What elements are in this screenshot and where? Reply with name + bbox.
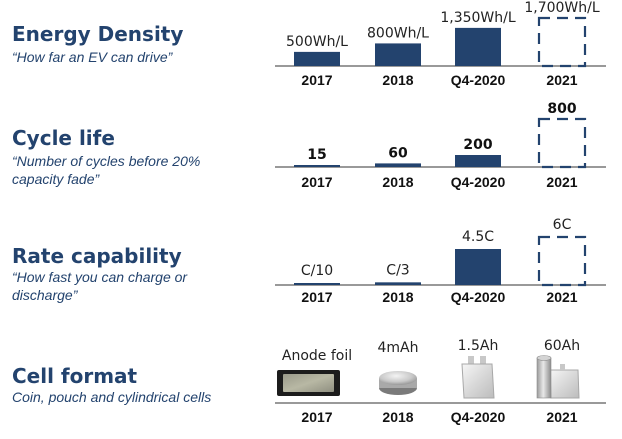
cell-format-label: Anode foil [282,348,352,364]
bar [375,282,421,285]
panel-subtitle-energy-density: “How far an EV can drive” [12,49,173,65]
target-bar [537,235,587,287]
data-label: 800Wh/L [367,25,429,41]
data-label: 4.5C [462,229,494,245]
tick-label: 2018 [382,409,413,425]
data-label: 6C [553,217,572,233]
pouch-cell-image [461,356,495,399]
bar [455,27,501,66]
panel-title-energy-density: Energy Density [12,22,184,46]
cell-format-label: 60Ah [544,338,580,354]
tick-label: 2017 [301,72,332,88]
tick-label: Q4-2020 [451,72,506,88]
tick-label: 2021 [546,174,577,190]
anode-foil-image [277,370,340,396]
panel-title-cycle-life: Cycle life [12,126,115,150]
tick-label: 2021 [546,409,577,425]
bar [455,249,501,285]
data-label: C/3 [386,262,409,278]
data-label: 15 [307,147,326,163]
tick-label: 2018 [382,289,413,305]
coin-cell-image [379,371,417,395]
data-label: 200 [463,137,492,153]
target-bar [537,117,587,169]
bar [294,283,340,285]
data-label: 500Wh/L [286,34,348,50]
tick-label: Q4-2020 [451,174,506,190]
data-label: 1,700Wh/L [524,0,600,16]
tick-label: 2018 [382,72,413,88]
tick-label: Q4-2020 [451,289,506,305]
bar [294,51,340,66]
tick-label: 2017 [301,174,332,190]
panel-title-cell-format: Cell format [12,364,138,388]
panel-title-rate-capability: Rate capability [12,244,182,268]
data-label: 60 [388,145,408,161]
bar [375,163,421,167]
data-label: 1,350Wh/L [440,10,516,26]
data-label: C/10 [301,263,333,279]
tick-label: 2018 [382,174,413,190]
bar [375,43,421,66]
target-bar [537,16,587,68]
cylindrical-and-pouch-cell-image [536,355,580,399]
panel-subtitle-rate-capability: “How fast you can charge or discharge” [12,269,188,303]
tick-label: 2021 [546,72,577,88]
panel-subtitle-cycle-life: “Number of cycles before 20% capacity fa… [12,153,201,187]
tick-label: 2021 [546,289,577,305]
tick-label: 2017 [301,289,332,305]
bar [455,155,501,167]
data-label: 800 [547,101,576,117]
tick-label: 2017 [301,409,332,425]
cell-format-label: 1.5Ah [458,338,499,354]
panel-subtitle-cell-format: Coin, pouch and cylindrical cells [12,389,212,405]
tick-label: Q4-2020 [451,409,506,425]
cell-format-label: 4mAh [378,340,419,356]
bar [294,165,340,167]
